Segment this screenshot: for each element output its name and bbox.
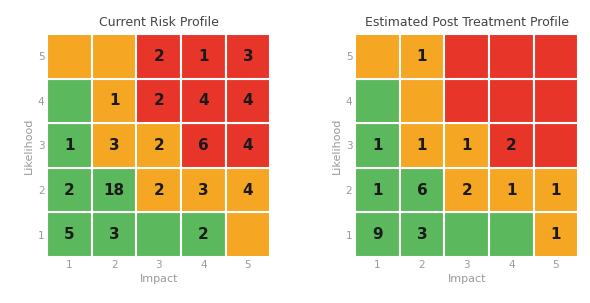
Text: 1: 1 (372, 183, 383, 198)
Text: 3: 3 (109, 227, 119, 242)
Text: 2: 2 (153, 49, 164, 64)
Bar (355, 78, 399, 123)
Text: 6: 6 (198, 138, 209, 153)
Text: 2: 2 (64, 183, 75, 198)
Bar (444, 78, 489, 123)
Bar (92, 123, 136, 168)
Bar (181, 34, 226, 78)
Text: 1: 1 (109, 93, 119, 108)
Y-axis label: Likelihood: Likelihood (332, 117, 342, 174)
Bar (47, 78, 92, 123)
Text: 4: 4 (198, 93, 209, 108)
Text: 3: 3 (242, 49, 253, 64)
Bar (47, 168, 92, 212)
Bar (355, 212, 399, 257)
Text: 4: 4 (242, 138, 253, 153)
Bar (489, 123, 533, 168)
Bar (47, 34, 92, 78)
Text: 1: 1 (417, 138, 427, 153)
Text: 6: 6 (417, 183, 427, 198)
Bar (226, 168, 270, 212)
Bar (181, 78, 226, 123)
Bar (136, 168, 181, 212)
Text: 5: 5 (64, 227, 75, 242)
Text: 4: 4 (242, 93, 253, 108)
Text: 1: 1 (550, 183, 561, 198)
X-axis label: Impact: Impact (447, 274, 486, 284)
Text: 1: 1 (417, 49, 427, 64)
Bar (355, 123, 399, 168)
Bar (533, 34, 578, 78)
Bar (533, 212, 578, 257)
Bar (92, 168, 136, 212)
Bar (136, 123, 181, 168)
Bar (355, 168, 399, 212)
Text: 1: 1 (461, 138, 472, 153)
Bar (399, 123, 444, 168)
Bar (399, 168, 444, 212)
Text: 2: 2 (153, 183, 164, 198)
Text: 1: 1 (372, 138, 383, 153)
Bar (226, 123, 270, 168)
Bar (355, 34, 399, 78)
Text: 1: 1 (64, 138, 75, 153)
Text: 9: 9 (372, 227, 383, 242)
Title: Current Risk Profile: Current Risk Profile (99, 15, 219, 28)
Bar (136, 78, 181, 123)
Text: 1: 1 (550, 227, 561, 242)
Bar (136, 212, 181, 257)
Bar (181, 212, 226, 257)
Text: 2: 2 (506, 138, 517, 153)
Bar (399, 212, 444, 257)
Bar (136, 34, 181, 78)
Bar (399, 78, 444, 123)
Bar (489, 78, 533, 123)
Bar (444, 212, 489, 257)
Bar (489, 212, 533, 257)
Text: 3: 3 (198, 183, 209, 198)
Bar (489, 34, 533, 78)
Bar (47, 212, 92, 257)
Text: 2: 2 (153, 93, 164, 108)
Bar (226, 78, 270, 123)
Text: 3: 3 (417, 227, 427, 242)
Bar (226, 212, 270, 257)
Bar (181, 168, 226, 212)
X-axis label: Impact: Impact (139, 274, 178, 284)
Bar (47, 123, 92, 168)
Bar (399, 34, 444, 78)
Bar (533, 123, 578, 168)
Bar (226, 34, 270, 78)
Text: 1: 1 (198, 49, 209, 64)
Bar (92, 34, 136, 78)
Bar (444, 34, 489, 78)
Bar (444, 123, 489, 168)
Bar (533, 168, 578, 212)
Text: 1: 1 (506, 183, 516, 198)
Title: Estimated Post Treatment Profile: Estimated Post Treatment Profile (365, 15, 569, 28)
Text: 4: 4 (242, 183, 253, 198)
Bar (533, 78, 578, 123)
Bar (92, 78, 136, 123)
Text: 18: 18 (104, 183, 124, 198)
Bar (92, 212, 136, 257)
Text: 3: 3 (109, 138, 119, 153)
Text: 2: 2 (153, 138, 164, 153)
Bar (444, 168, 489, 212)
Bar (181, 123, 226, 168)
Y-axis label: Likelihood: Likelihood (24, 117, 34, 174)
Text: 2: 2 (461, 183, 472, 198)
Text: 2: 2 (198, 227, 209, 242)
Bar (489, 168, 533, 212)
